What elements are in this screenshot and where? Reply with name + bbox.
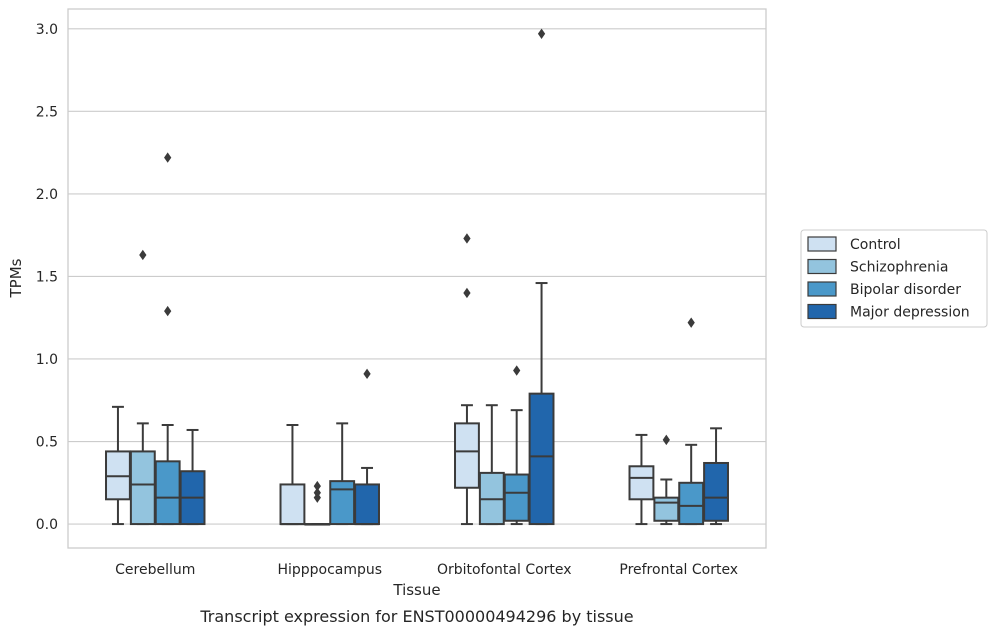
boxes — [105, 28, 729, 526]
box — [703, 427, 729, 526]
box — [105, 405, 131, 526]
x-axis-label: Tissue — [392, 581, 440, 599]
y-tick-label: 0.5 — [36, 435, 58, 451]
box — [478, 404, 505, 526]
box — [678, 317, 705, 526]
legend-swatch — [807, 236, 837, 252]
outlier-point — [164, 152, 172, 163]
x-axis-ticks: Cerebellum Hipppocampus Orbitofontal Corte… — [115, 562, 738, 578]
box-body — [528, 392, 555, 526]
y-tick-label: 0.0 — [36, 517, 58, 533]
box-body — [279, 483, 306, 526]
box — [354, 368, 380, 526]
outlier-point — [463, 287, 471, 299]
box-body — [154, 460, 181, 526]
x-tick-label: Prefrontal Cortex — [619, 562, 738, 578]
outlier-point — [662, 434, 670, 446]
y-tick-label: 1.5 — [36, 269, 58, 285]
outlier-point — [164, 305, 172, 317]
y-axis-label: TPMs — [7, 258, 25, 298]
outlier-point — [463, 233, 471, 244]
box-body — [129, 450, 156, 526]
y-tick-label: 2.5 — [36, 104, 58, 120]
legend-label: Schizophrenia — [850, 260, 948, 276]
y-tick-label: 1.0 — [36, 352, 58, 368]
box-body — [454, 422, 480, 489]
box — [503, 365, 530, 526]
box — [179, 428, 206, 526]
box-body — [678, 481, 705, 526]
box — [129, 249, 156, 526]
y-tick-label: 2.0 — [36, 187, 58, 203]
legend-frame — [800, 229, 988, 328]
x-tick-label: Hipppocampus — [277, 562, 382, 578]
chart-caption: Transcript expression for ENST0000049429… — [199, 607, 633, 626]
legend-swatch — [807, 303, 837, 320]
legend-label: Major depression — [850, 305, 970, 321]
legend: Control Schizophrenia Bipolar disorder Majo… — [800, 229, 988, 328]
x-tick-label: Cerebellum — [115, 562, 195, 578]
grid-lines — [68, 28, 766, 525]
outlier-point — [513, 365, 521, 376]
outlier-point — [687, 317, 695, 328]
outlier-point — [313, 487, 321, 498]
box — [454, 233, 480, 526]
legend-label: Control — [850, 237, 901, 253]
box — [528, 28, 555, 526]
box — [653, 434, 680, 526]
y-tick-label: 3.0 — [36, 22, 58, 38]
x-tick-label: Orbitofontal Cortex — [437, 562, 572, 578]
box — [329, 422, 356, 526]
box-body — [653, 496, 680, 522]
outlier-point — [313, 480, 321, 492]
box — [279, 424, 306, 526]
box — [154, 152, 181, 526]
legend-swatch — [807, 281, 837, 297]
box-body — [503, 473, 530, 522]
outlier-point — [363, 368, 371, 380]
box-body — [628, 465, 655, 501]
box-body — [703, 461, 729, 522]
box-body — [354, 483, 380, 526]
plot-frame — [67, 8, 767, 549]
y-axis-ticks: 0.0 0.5 1.0 1.5 2.0 2.5 3.0 — [36, 22, 58, 533]
box-body — [329, 480, 356, 526]
legend-label: Bipolar disorder — [850, 282, 961, 298]
box — [628, 433, 655, 526]
outlier-point — [139, 249, 147, 261]
box — [304, 480, 331, 526]
legend-swatch — [807, 258, 837, 275]
outlier-point — [537, 28, 546, 39]
